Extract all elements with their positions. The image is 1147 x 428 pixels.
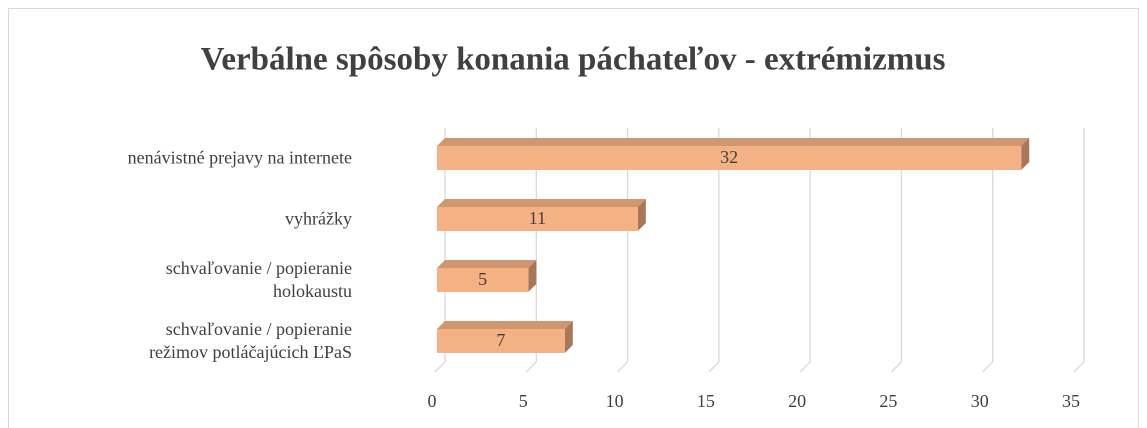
chart-title: Verbálne spôsoby konania páchateľov - ex… — [201, 42, 946, 78]
category-label: schvaľovanie / popieranie holokaustu — [165, 258, 352, 301]
bar-side — [528, 260, 537, 292]
data-label: 7 — [496, 330, 505, 350]
grid-line — [1073, 128, 1085, 373]
category-label: vyhrážky — [285, 208, 352, 229]
grid-line — [982, 128, 994, 373]
bar-side — [1021, 138, 1030, 170]
grid-line — [708, 128, 720, 373]
bar-front — [437, 207, 638, 231]
data-label: 32 — [720, 147, 738, 167]
grid-line — [799, 128, 811, 373]
x-tick-label: 35 — [1062, 391, 1080, 411]
bar-top — [437, 260, 537, 268]
data-label: 5 — [478, 269, 487, 289]
bar — [437, 199, 646, 231]
data-label: 11 — [529, 208, 546, 228]
bar — [437, 321, 573, 353]
x-tick-label: 0 — [428, 391, 437, 411]
x-tick-label: 15 — [697, 391, 715, 411]
bar-side — [637, 199, 646, 231]
chart-border — [8, 8, 1139, 428]
x-tick-label: 20 — [788, 391, 806, 411]
bar-top — [437, 138, 1030, 146]
bar-front — [437, 146, 1022, 170]
bar-front — [437, 329, 565, 353]
x-tick-label: 10 — [606, 391, 624, 411]
bar-front — [437, 268, 529, 292]
category-label: nenávistné prejavy na internete — [127, 147, 352, 168]
category-label: schvaľovanie / popieranie režimov potláč… — [149, 319, 352, 362]
bar — [437, 260, 537, 292]
x-tick-label: 25 — [879, 391, 897, 411]
bar-side — [564, 321, 573, 353]
bar-top — [437, 321, 573, 329]
bar — [437, 138, 1030, 170]
x-tick-label: 5 — [519, 391, 528, 411]
x-tick-label: 30 — [971, 391, 989, 411]
grid-line — [890, 128, 903, 373]
bar-top — [437, 199, 646, 207]
